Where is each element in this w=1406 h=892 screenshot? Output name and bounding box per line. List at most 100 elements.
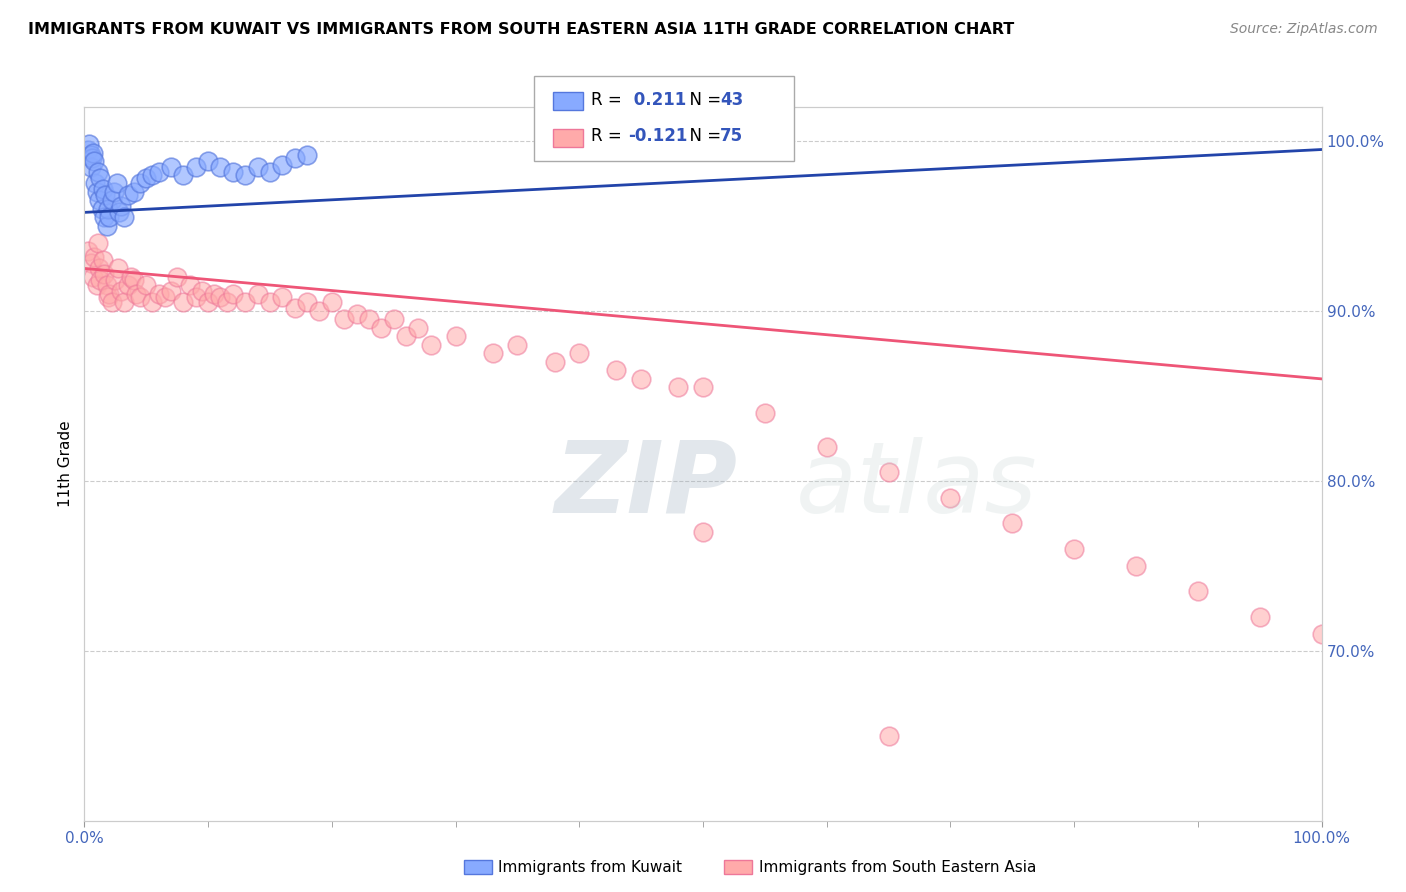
Point xyxy=(89,194,111,208)
Point xyxy=(112,295,135,310)
Point xyxy=(122,185,145,199)
Point xyxy=(605,363,627,377)
Point xyxy=(419,338,441,352)
Point xyxy=(87,235,110,250)
Point xyxy=(197,295,219,310)
Point xyxy=(754,406,776,420)
Point xyxy=(382,312,405,326)
Point xyxy=(104,273,127,287)
Point xyxy=(98,287,121,301)
Text: atlas: atlas xyxy=(796,437,1038,533)
Point xyxy=(233,168,256,182)
Point xyxy=(209,290,232,304)
Point xyxy=(246,287,269,301)
Point xyxy=(91,252,114,267)
Point xyxy=(630,372,652,386)
Point xyxy=(166,269,188,284)
Point xyxy=(80,151,103,165)
Point xyxy=(1063,541,1085,556)
Point xyxy=(172,295,194,310)
Point xyxy=(77,244,100,259)
Point xyxy=(153,290,176,304)
Point xyxy=(141,295,163,310)
Point xyxy=(295,147,318,161)
Point xyxy=(284,301,307,315)
Point xyxy=(120,269,142,284)
Point xyxy=(83,250,105,264)
Point xyxy=(105,177,128,191)
Point xyxy=(295,295,318,310)
Text: 43: 43 xyxy=(720,91,744,109)
Point xyxy=(100,295,122,310)
Point xyxy=(1187,584,1209,599)
Point xyxy=(1001,516,1024,531)
Point xyxy=(939,491,962,505)
Y-axis label: 11th Grade: 11th Grade xyxy=(58,420,73,508)
Point xyxy=(93,211,115,225)
Point xyxy=(84,177,107,191)
Point xyxy=(209,160,232,174)
Point xyxy=(395,329,418,343)
Point xyxy=(408,321,430,335)
Point xyxy=(877,466,900,480)
Point xyxy=(110,198,132,212)
Text: 75: 75 xyxy=(720,128,742,145)
Point xyxy=(90,202,112,216)
Text: Immigrants from Kuwait: Immigrants from Kuwait xyxy=(498,860,682,874)
Point xyxy=(184,290,207,304)
Point xyxy=(321,295,343,310)
Point xyxy=(86,278,108,293)
Point xyxy=(346,307,368,321)
Point xyxy=(172,168,194,182)
Point xyxy=(692,380,714,394)
Point xyxy=(125,287,148,301)
Point xyxy=(135,171,157,186)
Text: R =: R = xyxy=(591,91,627,109)
Point xyxy=(271,290,294,304)
Point xyxy=(122,273,145,287)
Point xyxy=(568,346,591,360)
Point xyxy=(108,205,131,219)
Point xyxy=(222,164,245,178)
Point xyxy=(184,160,207,174)
Point xyxy=(179,278,201,293)
Point xyxy=(308,304,330,318)
Point xyxy=(89,261,111,276)
Point xyxy=(97,202,120,216)
Point xyxy=(481,346,503,360)
Point xyxy=(191,284,214,298)
Point xyxy=(89,171,111,186)
Point xyxy=(246,160,269,174)
Point xyxy=(160,284,183,298)
Point xyxy=(79,160,101,174)
Point xyxy=(1310,626,1333,640)
Point xyxy=(77,143,100,157)
Point xyxy=(117,278,139,293)
Point xyxy=(197,154,219,169)
Point xyxy=(215,295,238,310)
Text: ZIP: ZIP xyxy=(554,437,738,533)
Point xyxy=(202,287,225,301)
Point xyxy=(103,185,125,199)
Text: IMMIGRANTS FROM KUWAIT VS IMMIGRANTS FROM SOUTH EASTERN ASIA 11TH GRADE CORRELAT: IMMIGRANTS FROM KUWAIT VS IMMIGRANTS FRO… xyxy=(28,22,1014,37)
Point xyxy=(543,355,565,369)
Point xyxy=(1125,558,1147,573)
Point xyxy=(815,440,838,454)
Point xyxy=(97,290,120,304)
Point xyxy=(83,154,105,169)
Point xyxy=(82,145,104,160)
Point xyxy=(96,219,118,233)
Point xyxy=(271,158,294,172)
Point xyxy=(1249,609,1271,624)
Point xyxy=(93,267,115,281)
Point xyxy=(333,312,356,326)
Text: N =: N = xyxy=(679,128,727,145)
Text: -0.121: -0.121 xyxy=(628,128,688,145)
Point xyxy=(79,137,101,152)
Point xyxy=(86,185,108,199)
Point xyxy=(94,188,117,202)
Point xyxy=(444,329,467,343)
Point xyxy=(692,524,714,539)
Text: 0.211: 0.211 xyxy=(628,91,686,109)
Text: Source: ZipAtlas.com: Source: ZipAtlas.com xyxy=(1230,22,1378,37)
